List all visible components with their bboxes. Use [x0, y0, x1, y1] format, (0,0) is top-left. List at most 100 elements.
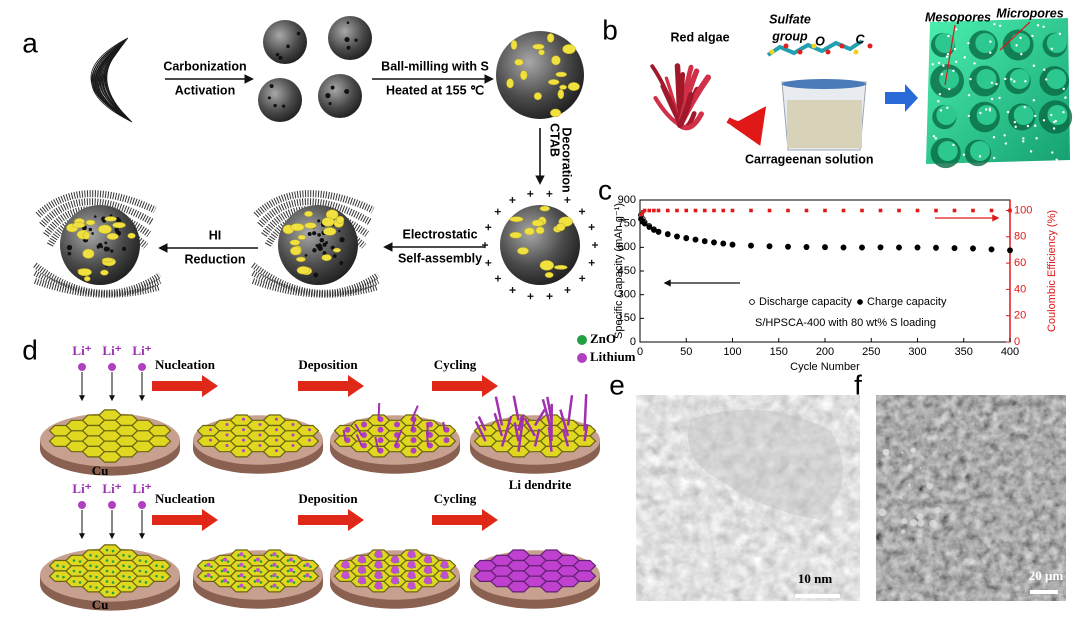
- marker: [860, 208, 864, 213]
- sphere: [263, 20, 307, 64]
- marker: [712, 208, 716, 213]
- charge: [494, 275, 501, 282]
- pore: [317, 233, 321, 237]
- particle: [917, 519, 925, 527]
- porous-block: [926, 18, 1070, 164]
- charge: [509, 197, 516, 204]
- zno: [276, 554, 279, 558]
- dendrite: [566, 395, 574, 426]
- lithium: [289, 578, 293, 583]
- micropore: [1015, 44, 1018, 47]
- zno: [89, 564, 92, 568]
- lithium: [377, 447, 384, 454]
- dendrite: [583, 423, 589, 442]
- atom: [853, 49, 859, 55]
- charge: [494, 208, 501, 215]
- zno: [128, 565, 131, 569]
- zno: [155, 574, 158, 578]
- pore: [338, 229, 341, 233]
- micropore: [931, 63, 934, 66]
- marker: [970, 245, 976, 252]
- label: Micropores: [996, 6, 1063, 20]
- zno: [111, 591, 115, 595]
- label: Li⁺: [72, 343, 91, 358]
- sulfur: [524, 227, 535, 236]
- micropore: [1051, 151, 1054, 154]
- micropore: [1062, 87, 1065, 91]
- marker: [877, 244, 884, 251]
- sulfur: [297, 234, 306, 240]
- label: Cu: [92, 463, 109, 478]
- hex-scaffold: [556, 575, 580, 588]
- zno: [210, 575, 213, 579]
- label: 150: [770, 346, 788, 358]
- lithium: [341, 571, 350, 580]
- label: Li⁺: [72, 481, 91, 496]
- pore: [88, 227, 93, 232]
- hex-scaffold: [131, 575, 155, 588]
- sulfur: [77, 268, 92, 277]
- sulfur: [553, 264, 568, 270]
- mesopore-rim: [1013, 105, 1034, 125]
- sulfur: [100, 269, 109, 276]
- label: d: [22, 334, 38, 365]
- lithium: [374, 571, 383, 580]
- label: Mesopores: [925, 10, 991, 24]
- lithium: [108, 363, 116, 371]
- pore: [304, 253, 308, 257]
- sulfur: [550, 108, 562, 118]
- label: Carrageenan solution: [745, 152, 874, 166]
- marker: [785, 244, 791, 250]
- hex-scaffold: [131, 440, 155, 453]
- lithium: [138, 501, 146, 509]
- marker: [1007, 247, 1013, 254]
- micropore: [1062, 111, 1065, 114]
- label: HI: [209, 228, 222, 242]
- lithium: [377, 437, 384, 444]
- lithium: [272, 562, 277, 567]
- particle: [878, 508, 887, 517]
- lithium: [258, 423, 262, 427]
- label: Cycling: [434, 491, 477, 506]
- label: Li dendrite: [509, 477, 572, 492]
- marker: [822, 244, 828, 251]
- lithium: [358, 555, 366, 564]
- pore: [312, 231, 317, 236]
- scale-bar: [795, 594, 840, 598]
- lithium: [78, 501, 86, 509]
- zno: [105, 590, 109, 594]
- dendrite: [374, 436, 380, 452]
- micropore: [934, 137, 937, 140]
- sulfur: [517, 247, 529, 255]
- micropore: [1026, 124, 1030, 128]
- sulfur: [559, 84, 567, 90]
- pore: [328, 101, 332, 106]
- marker: [971, 208, 975, 213]
- pore: [307, 232, 312, 237]
- atom: [867, 43, 873, 49]
- pore: [114, 227, 120, 233]
- label: 300: [908, 346, 926, 358]
- lithium: [391, 555, 399, 564]
- zno: [56, 574, 59, 578]
- label: C: [855, 32, 865, 46]
- zno: [144, 570, 148, 574]
- lithium: [308, 438, 311, 442]
- lithium: [138, 363, 146, 371]
- marker: [647, 208, 652, 213]
- sulfur: [296, 266, 311, 275]
- particle: [911, 447, 917, 453]
- label: 60: [1014, 257, 1026, 269]
- micropore: [1058, 32, 1061, 36]
- particle: [926, 482, 934, 490]
- marker: [878, 208, 883, 213]
- lithium: [374, 560, 383, 569]
- micropore: [988, 109, 992, 112]
- zno: [226, 560, 230, 563]
- sulfur: [72, 222, 86, 229]
- marker: [711, 239, 717, 246]
- arrow: [432, 509, 498, 531]
- marker: [652, 208, 656, 213]
- lithium: [427, 421, 433, 428]
- label: 0: [637, 346, 643, 358]
